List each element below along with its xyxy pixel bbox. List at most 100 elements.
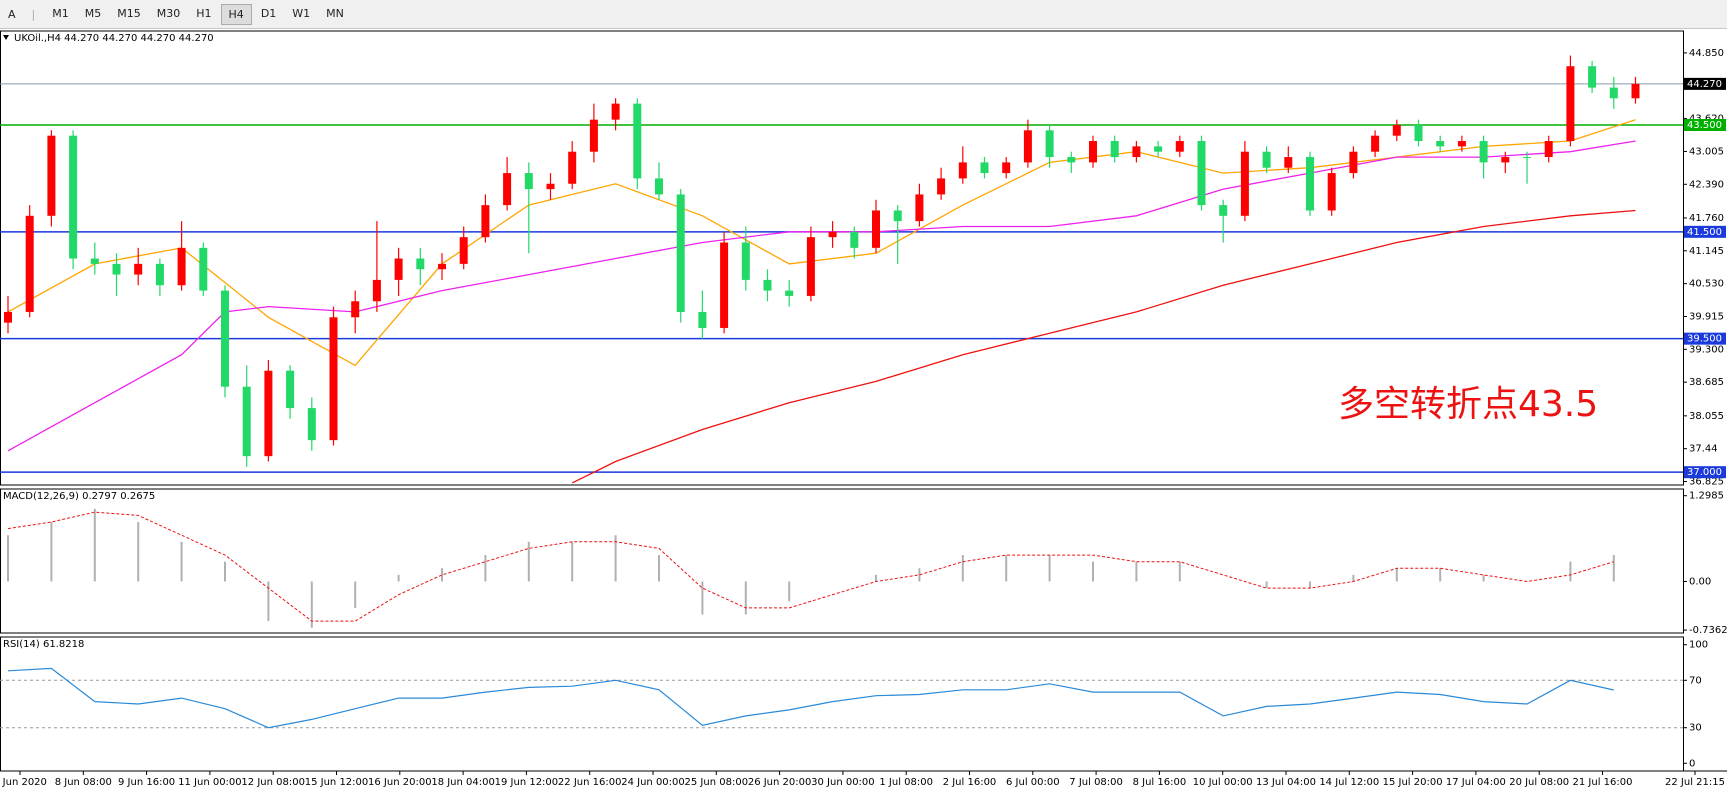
- candle-body: [1588, 66, 1597, 88]
- candle-body: [112, 263, 121, 275]
- y-tick-label: -0.7362: [1689, 625, 1727, 636]
- y-tick-label: 41.145: [1689, 246, 1724, 257]
- level-label-box: [1684, 119, 1726, 132]
- candle-body: [1457, 141, 1466, 147]
- y-tick-label: 39.915: [1689, 311, 1724, 322]
- candle-body: [1002, 162, 1011, 174]
- candle-body: [177, 247, 186, 286]
- x-tick-label: 24 Jun 00:00: [621, 777, 685, 788]
- timeframe-button[interactable]: H1: [196, 6, 212, 20]
- level-label-box: [1684, 77, 1726, 90]
- x-tick-label: 12 Jun 08:00: [241, 777, 305, 788]
- candle-body: [1631, 83, 1640, 99]
- candle-body: [785, 290, 794, 296]
- header-arrow: [3, 35, 9, 40]
- candle-body: [329, 317, 338, 441]
- level-label: 43.500: [1687, 120, 1722, 131]
- y-tick-label: 39.300: [1689, 344, 1724, 355]
- y-tick-label: 30: [1689, 723, 1702, 734]
- candle-body: [741, 242, 750, 280]
- x-tick-label: 1 Jul 08:00: [879, 777, 933, 788]
- candle-body: [90, 258, 99, 264]
- y-tick-label: 0: [1689, 758, 1695, 769]
- y-tick-label: 36.825: [1689, 477, 1724, 488]
- candle-body: [1067, 157, 1076, 163]
- timeframe-button[interactable]: MN: [326, 6, 344, 20]
- x-tick-label: 19 Jun 12:00: [495, 777, 559, 788]
- candle-body: [394, 258, 403, 280]
- timeframe-button[interactable]: M5: [84, 6, 102, 20]
- level-label: 39.500: [1687, 334, 1722, 345]
- candle-body: [980, 162, 989, 174]
- x-tick-label: 15 Jul 20:00: [1383, 777, 1443, 788]
- timeframes: M1 M5 M15 M30 H1 H4 D1 W1 MN: [44, 3, 352, 25]
- moving-average: [571, 209, 1636, 484]
- candle-body: [1501, 157, 1510, 163]
- x-tick-label: 21 Jul 16:00: [1573, 777, 1633, 788]
- candle-body: [589, 119, 598, 152]
- panel-frame: [0, 636, 1684, 772]
- timeframe-button[interactable]: H4: [220, 3, 252, 25]
- candle-body: [546, 183, 555, 190]
- candle-body: [1197, 141, 1206, 206]
- candle-body: [1045, 130, 1054, 158]
- candle-body: [524, 173, 533, 190]
- candle-body: [915, 194, 924, 222]
- x-tick-label: 22 Jul 21:15: [1665, 777, 1725, 788]
- candle-body: [1132, 146, 1141, 158]
- y-tick-label: 1.2985: [1689, 491, 1724, 502]
- y-tick-label: 38.055: [1689, 411, 1724, 422]
- x-tick-label: 5 Jun 2020: [0, 777, 47, 788]
- candle-body: [1479, 141, 1488, 163]
- timeframe-button[interactable]: M15: [117, 6, 141, 20]
- y-tick-label: 0.00: [1689, 576, 1711, 587]
- candle-body: [568, 151, 577, 184]
- candle-body: [1089, 141, 1097, 163]
- candle-body: [155, 263, 164, 286]
- x-tick-label: 26 Jun 20:00: [748, 777, 812, 788]
- x-tick-label: 11 Jun 00:00: [178, 777, 242, 788]
- x-tick-label: 10 Jul 00:00: [1193, 777, 1253, 788]
- timeframe-button[interactable]: W1: [292, 6, 311, 20]
- candle-body: [720, 242, 729, 328]
- candle-body: [611, 103, 620, 120]
- y-tick-label: 100: [1689, 640, 1708, 651]
- candle-body: [1523, 157, 1531, 159]
- timeframe-button[interactable]: M1: [52, 6, 69, 20]
- candle-body: [1349, 151, 1358, 174]
- y-tick-label: 42.390: [1689, 179, 1724, 190]
- level-label: 41.500: [1687, 227, 1722, 238]
- candle-body: [958, 162, 967, 179]
- x-tick-label: 17 Jul 04:00: [1446, 777, 1506, 788]
- candle-body: [1436, 141, 1445, 147]
- y-tick-label: 37.44: [1689, 444, 1718, 455]
- candle-body: [676, 194, 685, 312]
- tool-button[interactable]: A: [8, 7, 16, 21]
- candle-body: [850, 231, 859, 248]
- candle-body: [698, 311, 707, 328]
- candle-body: [351, 301, 360, 318]
- x-tick-label: 7 Jul 08:00: [1069, 777, 1123, 788]
- level-label: 37.000: [1687, 467, 1722, 478]
- timeframe-button[interactable]: D1: [260, 6, 277, 20]
- signal-line: [7, 511, 1614, 622]
- x-tick-label: 2 Jul 16:00: [943, 777, 997, 788]
- x-tick-label: 30 Jun 00:00: [811, 777, 875, 788]
- x-tick-label: 14 Jul 12:00: [1319, 777, 1379, 788]
- candle-body: [242, 386, 251, 457]
- candle-body: [806, 237, 815, 296]
- candle-body: [25, 215, 34, 312]
- candle-body: [893, 210, 902, 222]
- rsi-line: [7, 667, 1614, 729]
- timeframe-button[interactable]: M30: [156, 6, 181, 20]
- candle-body: [47, 135, 56, 216]
- candle-body: [1371, 135, 1380, 152]
- candle-body: [221, 290, 229, 387]
- candle-body: [1023, 130, 1032, 163]
- x-tick-label: 16 Jun 20:00: [368, 777, 432, 788]
- x-tick-label: 8 Jun 08:00: [55, 777, 112, 788]
- level-label-box: [1684, 466, 1726, 479]
- chart-header: UKOil.,H4 44.270 44.270 44.270 44.270: [14, 33, 214, 44]
- candle-body: [1110, 141, 1119, 158]
- candle-body: [1544, 141, 1553, 158]
